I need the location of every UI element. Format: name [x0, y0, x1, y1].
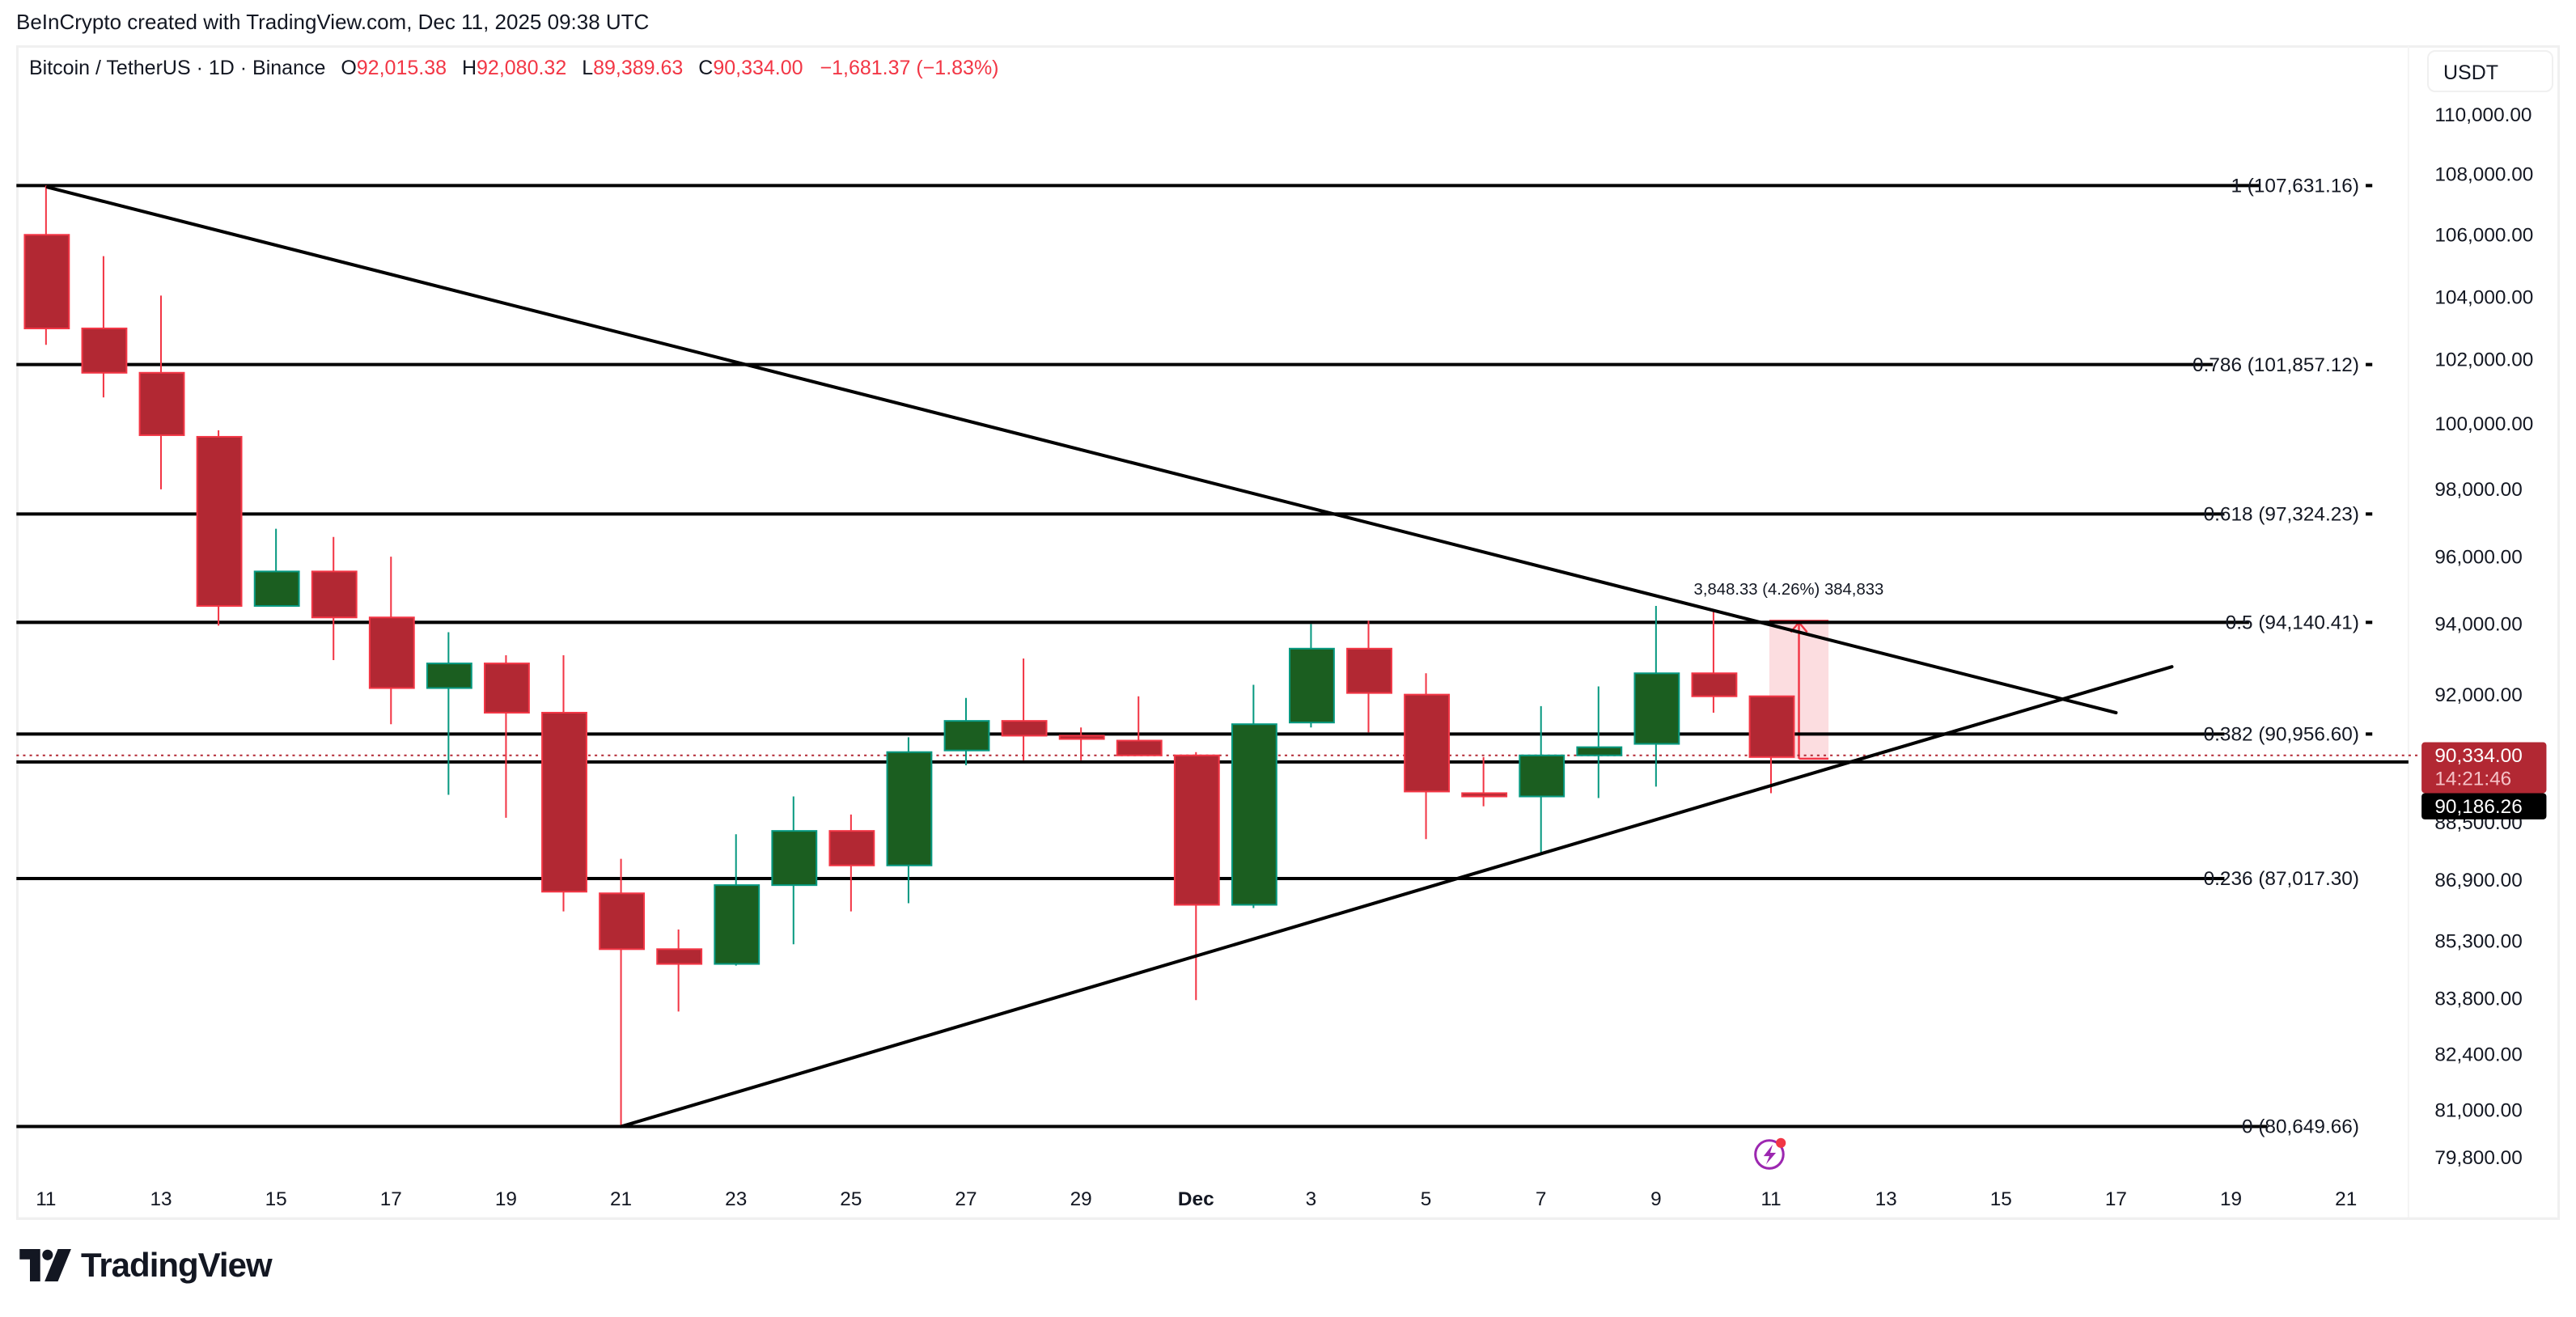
svg-text:106,000.00: 106,000.00	[2434, 224, 2533, 246]
svg-text:96,000.00: 96,000.00	[2434, 546, 2522, 568]
high-value: 92,080.32	[477, 57, 567, 79]
svg-text:19: 19	[2220, 1188, 2242, 1210]
svg-text:92,000.00: 92,000.00	[2434, 684, 2522, 706]
svg-text:82,400.00: 82,400.00	[2434, 1044, 2522, 1065]
candles[interactable]	[23, 185, 1795, 1127]
trendlines[interactable]	[45, 185, 2174, 1129]
svg-text:108,000.00: 108,000.00	[2434, 163, 2533, 185]
chart-credit: BeInCrypto created with TradingView.com,…	[16, 10, 650, 34]
fib-label-ticks	[2366, 184, 2373, 736]
svg-text:102,000.00: 102,000.00	[2434, 349, 2533, 371]
svg-text:15: 15	[1990, 1188, 2012, 1210]
symbol-title[interactable]: Bitcoin / TetherUS · 1D · Binance	[29, 57, 326, 79]
symbol-legend: Bitcoin / TetherUS · 1D · Binance O92,01…	[29, 57, 999, 80]
svg-text:25: 25	[840, 1188, 862, 1210]
last-price-badge: 90,334.00 14:21:46	[2421, 742, 2547, 794]
high-label: H	[461, 57, 477, 79]
fib-label-05: 0.5 (94,140.41)	[2226, 612, 2359, 633]
tradingview-logo[interactable]: TradingView	[19, 1246, 273, 1285]
measure-label: 3,848.33 (4.26%) 384,833	[1694, 581, 1884, 599]
ascending-trendline	[619, 665, 2174, 1129]
svg-text:94,000.00: 94,000.00	[2434, 613, 2522, 635]
svg-text:Dec: Dec	[1178, 1188, 1214, 1210]
close-label: C	[698, 57, 714, 79]
svg-text:17: 17	[2105, 1188, 2127, 1210]
svg-text:104,000.00: 104,000.00	[2434, 287, 2533, 309]
svg-text:21: 21	[2335, 1188, 2357, 1210]
fib-label-0382: 0.382 (90,956.60)	[2204, 723, 2359, 745]
svg-text:3: 3	[1306, 1188, 1317, 1210]
svg-text:13: 13	[150, 1188, 172, 1210]
svg-text:19: 19	[495, 1188, 517, 1210]
crosshair-price-value: 90,186.26	[2434, 796, 2522, 818]
svg-text:11: 11	[1760, 1188, 1781, 1210]
open-value: 92,015.38	[356, 57, 447, 79]
time-axis[interactable]: 11 13 15 17 19 21 23 25 27 29 Dec 3 5 7 …	[36, 1188, 2357, 1210]
svg-text:13: 13	[1875, 1188, 1897, 1210]
fib-label-0618: 0.618 (97,324.23)	[2204, 503, 2359, 525]
descending-trendline	[45, 185, 2118, 715]
fib-label-0: 0 (80,649.66)	[2242, 1116, 2359, 1138]
svg-text:27: 27	[955, 1188, 977, 1210]
svg-text:11: 11	[36, 1188, 56, 1210]
svg-text:5: 5	[1421, 1188, 1432, 1210]
open-label: O	[341, 57, 357, 79]
fib-label-0236: 0.236 (87,017.30)	[2204, 868, 2359, 890]
tradingview-logo-icon	[19, 1249, 71, 1281]
countdown-timer: 14:21:46	[2434, 768, 2511, 790]
svg-text:86,900.00: 86,900.00	[2434, 870, 2522, 891]
svg-text:7: 7	[1536, 1188, 1547, 1210]
svg-text:15: 15	[265, 1188, 287, 1210]
svg-text:17: 17	[380, 1188, 402, 1210]
svg-text:81,000.00: 81,000.00	[2434, 1099, 2522, 1121]
low-label: L	[582, 57, 594, 79]
svg-text:79,800.00: 79,800.00	[2434, 1147, 2522, 1169]
svg-text:23: 23	[725, 1188, 747, 1210]
fib-label-1: 1 (107,631.16)	[2231, 176, 2358, 197]
svg-text:83,800.00: 83,800.00	[2434, 988, 2522, 1010]
tradingview-logo-text: TradingView	[81, 1246, 273, 1284]
svg-text:29: 29	[1070, 1188, 1092, 1210]
change-value: −1,681.37 (−1.83%)	[820, 57, 999, 79]
svg-text:85,300.00: 85,300.00	[2434, 930, 2522, 952]
currency-button[interactable]: USDT	[2427, 50, 2553, 92]
svg-text:21: 21	[610, 1188, 632, 1210]
price-axis[interactable]: 110,000.00 108,000.00 106,000.00 104,000…	[2434, 104, 2533, 1169]
close-value: 90,334.00	[713, 57, 803, 79]
svg-text:110,000.00: 110,000.00	[2434, 104, 2532, 126]
low-value: 89,389.63	[593, 57, 684, 79]
fib-labels: 1 (107,631.16) 0.786 (101,857.12) 0.618 …	[2193, 176, 2359, 1138]
crosshair-price-badge: 90,186.26	[2421, 793, 2547, 819]
svg-text:98,000.00: 98,000.00	[2434, 479, 2522, 501]
fib-label-0786: 0.786 (101,857.12)	[2193, 354, 2359, 376]
svg-text:100,000.00: 100,000.00	[2434, 413, 2533, 435]
svg-text:9: 9	[1650, 1188, 1662, 1210]
fibonacci-retracement[interactable]	[16, 184, 2409, 1129]
last-price-value: 90,334.00	[2434, 745, 2522, 767]
lightning-icon[interactable]	[1754, 1137, 1786, 1170]
